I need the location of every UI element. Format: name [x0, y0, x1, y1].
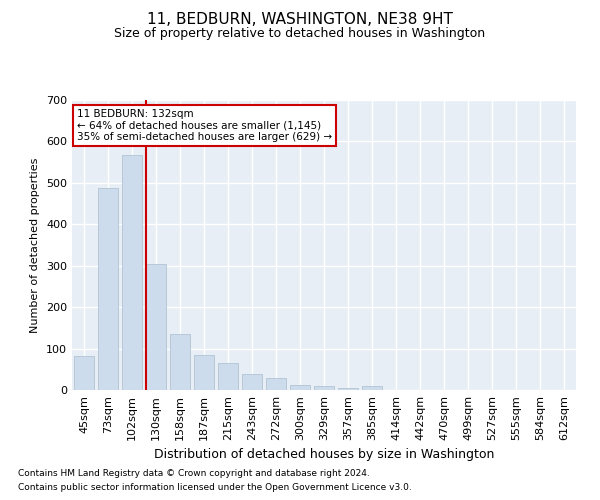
- Bar: [170, 334, 190, 390]
- Text: 11, BEDBURN, WASHINGTON, NE38 9HT: 11, BEDBURN, WASHINGTON, NE38 9HT: [147, 12, 453, 28]
- Bar: [74, 356, 94, 390]
- X-axis label: Distribution of detached houses by size in Washington: Distribution of detached houses by size …: [154, 448, 494, 462]
- Bar: [122, 155, 142, 390]
- Bar: [266, 378, 286, 390]
- Bar: [314, 386, 334, 390]
- Y-axis label: Number of detached properties: Number of detached properties: [31, 158, 40, 332]
- Bar: [290, 386, 310, 390]
- Text: Size of property relative to detached houses in Washington: Size of property relative to detached ho…: [115, 28, 485, 40]
- Bar: [338, 388, 358, 390]
- Bar: [218, 364, 238, 390]
- Text: Contains public sector information licensed under the Open Government Licence v3: Contains public sector information licen…: [18, 484, 412, 492]
- Text: 11 BEDBURN: 132sqm
← 64% of detached houses are smaller (1,145)
35% of semi-deta: 11 BEDBURN: 132sqm ← 64% of detached hou…: [77, 108, 332, 142]
- Text: Contains HM Land Registry data © Crown copyright and database right 2024.: Contains HM Land Registry data © Crown c…: [18, 468, 370, 477]
- Bar: [362, 386, 382, 390]
- Bar: [146, 264, 166, 390]
- Bar: [242, 374, 262, 390]
- Bar: [98, 188, 118, 390]
- Bar: [194, 355, 214, 390]
